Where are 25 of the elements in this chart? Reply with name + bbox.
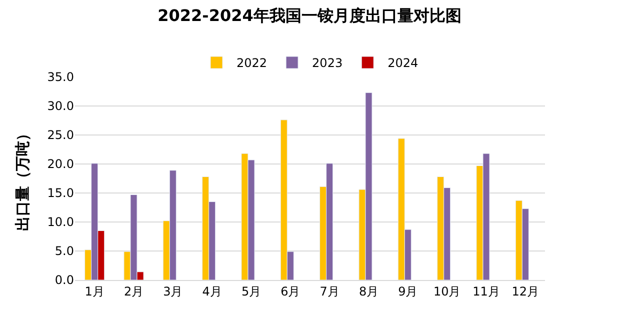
x-tick-label: 5月 xyxy=(241,284,262,298)
y-tick-label: 10.0 xyxy=(47,215,74,230)
x-tick-label: 8月 xyxy=(358,284,379,298)
x-tick-label: 3月 xyxy=(163,284,183,298)
x-tick-label: 6月 xyxy=(280,284,300,298)
y-tick-label: 30.0 xyxy=(47,99,74,114)
x-tick-label: 4月 xyxy=(202,284,222,298)
y-tick-label: 25.0 xyxy=(47,128,74,142)
y-tick-label: 0.0 xyxy=(54,273,74,288)
x-tick-label: 7月 xyxy=(320,284,340,298)
x-tick-label: 11月 xyxy=(472,284,500,298)
legend-label: 2022 xyxy=(236,56,268,70)
x-tick-label: 1月 xyxy=(84,284,104,298)
x-tick-label: 2月 xyxy=(124,284,144,298)
legend-label: 2024 xyxy=(388,56,418,70)
x-tick-label: 12月 xyxy=(512,284,540,298)
x-tick-label: 9月 xyxy=(398,284,418,298)
y-axis-title: 出口量（万吨） xyxy=(14,126,32,231)
chart-title: 2022-2024年我国一铵月度出口量对比图 xyxy=(158,6,462,25)
y-tick-label: 20.0 xyxy=(47,157,74,172)
y-tick-label: 15.0 xyxy=(47,186,74,200)
y-tick-label: 5.0 xyxy=(54,244,74,258)
legend-label: 2023 xyxy=(312,56,343,70)
x-tick-label: 10月 xyxy=(433,284,461,298)
y-tick-label: 35.0 xyxy=(47,70,74,84)
